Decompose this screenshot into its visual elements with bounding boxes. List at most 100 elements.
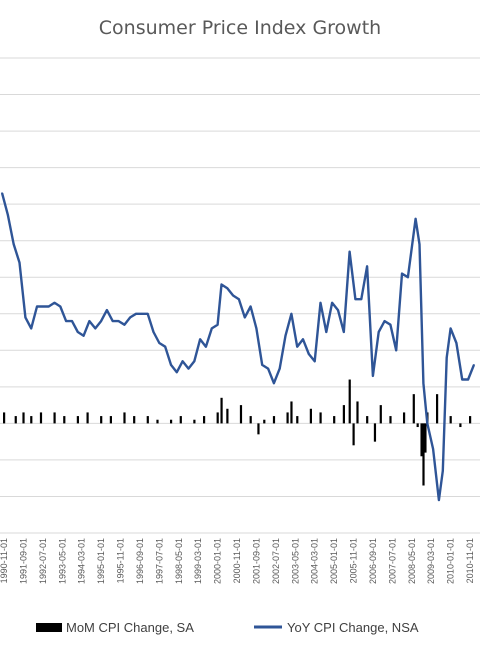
yoy-point <box>18 261 21 264</box>
mom-bar <box>202 416 206 424</box>
mom-bar <box>352 423 355 446</box>
yoy-point <box>414 217 417 220</box>
yoy-line-layer <box>0 192 476 502</box>
mom-bar <box>156 419 159 424</box>
mom-bar <box>420 423 423 457</box>
legend-swatch-mom <box>36 623 62 632</box>
yoy-point <box>210 327 213 330</box>
mom-bar <box>356 401 359 424</box>
mom-bar <box>109 416 112 424</box>
yoy-point <box>59 305 62 308</box>
x-tick-label: 2007-07-01 <box>387 538 397 584</box>
yoy-point <box>117 320 120 322</box>
x-tick-label: 2002-07-01 <box>271 538 281 584</box>
yoy-point <box>377 331 380 333</box>
yoy-point <box>47 305 50 308</box>
mom-bar <box>179 416 182 424</box>
yoy-point <box>331 301 334 304</box>
yoy-point <box>88 320 91 322</box>
mom-bar <box>435 394 439 424</box>
yoy-point <box>354 298 357 301</box>
mom-bars <box>3 379 472 486</box>
mom-bar <box>402 412 406 424</box>
yoy-point <box>455 342 458 344</box>
yoy-point <box>158 342 161 344</box>
yoy-point <box>441 469 444 472</box>
yoy-point <box>12 243 15 246</box>
mom-bar <box>333 416 336 424</box>
mom-bar <box>373 423 377 442</box>
yoy-point <box>406 276 409 279</box>
mom-bar <box>389 416 392 424</box>
yoy-point <box>249 305 252 308</box>
x-tick-label: 1995-01-01 <box>96 538 106 584</box>
yoy-point <box>164 345 167 348</box>
yoy-point <box>319 301 322 304</box>
x-tick-label: 1998-05-01 <box>174 538 184 584</box>
mom-bar <box>3 412 6 424</box>
yoy-point <box>140 312 143 315</box>
mom-bar <box>169 419 173 424</box>
yoy-point <box>220 283 223 286</box>
yoy-point <box>461 378 464 381</box>
gridlines <box>0 57 480 534</box>
yoy-point <box>129 316 132 319</box>
x-tick-label: 2006-09-01 <box>368 538 378 584</box>
x-tick-label: 1999-03-01 <box>193 538 203 584</box>
x-tick-label: 2003-05-01 <box>290 538 300 584</box>
yoy-point <box>255 327 258 330</box>
yoy-point <box>284 334 287 337</box>
yoy-point <box>111 320 114 322</box>
mom-bar <box>449 416 452 424</box>
x-tick-label: 2008-05-01 <box>407 538 417 584</box>
mom-bar <box>309 408 312 424</box>
yoy-line <box>0 192 476 502</box>
yoy-point <box>146 312 149 315</box>
yoy-point <box>232 294 235 297</box>
yoy-point <box>1 192 3 195</box>
yoy-point <box>389 323 392 326</box>
yoy-point <box>302 338 304 341</box>
mom-bar <box>286 412 289 424</box>
mom-bar <box>86 412 89 424</box>
mom-bar <box>272 416 276 424</box>
yoy-point <box>71 320 73 322</box>
yoy-point <box>94 327 97 330</box>
x-tick-label: 2009-03-01 <box>426 538 436 584</box>
x-tick-label: 2001-09-01 <box>251 538 261 584</box>
yoy-point <box>123 323 126 326</box>
mom-bar <box>424 423 427 453</box>
yoy-point <box>267 367 269 370</box>
mom-bar <box>146 416 149 424</box>
yoy-point <box>100 320 102 322</box>
yoy-point <box>216 323 219 326</box>
legend-label-yoy: YoY CPI Change, NSA <box>287 620 419 635</box>
yoy-point <box>24 316 27 319</box>
x-tick-label: 2000-01-01 <box>213 538 223 584</box>
mom-bar <box>296 416 299 424</box>
mom-bar <box>239 405 243 424</box>
yoy-point <box>337 309 339 312</box>
x-tick-label: 1994-03-01 <box>77 538 87 584</box>
yoy-point <box>175 371 178 374</box>
yoy-point <box>53 301 56 304</box>
mom-bar <box>53 412 56 424</box>
mom-bar <box>348 379 351 424</box>
x-tick-label: 2010-01-01 <box>446 538 456 584</box>
yoy-point <box>366 265 368 268</box>
yoy-point <box>307 353 310 355</box>
mom-bar <box>220 397 223 424</box>
mom-bar <box>249 416 252 424</box>
mom-bar <box>469 416 472 424</box>
x-tick-label: 2010-11-01 <box>465 538 475 583</box>
mom-bar <box>100 416 103 424</box>
x-tick-label: 2000-11-01 <box>232 538 242 583</box>
mom-bar <box>366 416 369 424</box>
mom-bar <box>76 416 79 424</box>
mom-bar <box>422 423 425 486</box>
yoy-point <box>187 367 190 370</box>
yoy-point <box>76 331 79 333</box>
yoy-point <box>418 243 421 246</box>
yoy-point <box>6 214 9 217</box>
mom-bar <box>39 412 43 424</box>
